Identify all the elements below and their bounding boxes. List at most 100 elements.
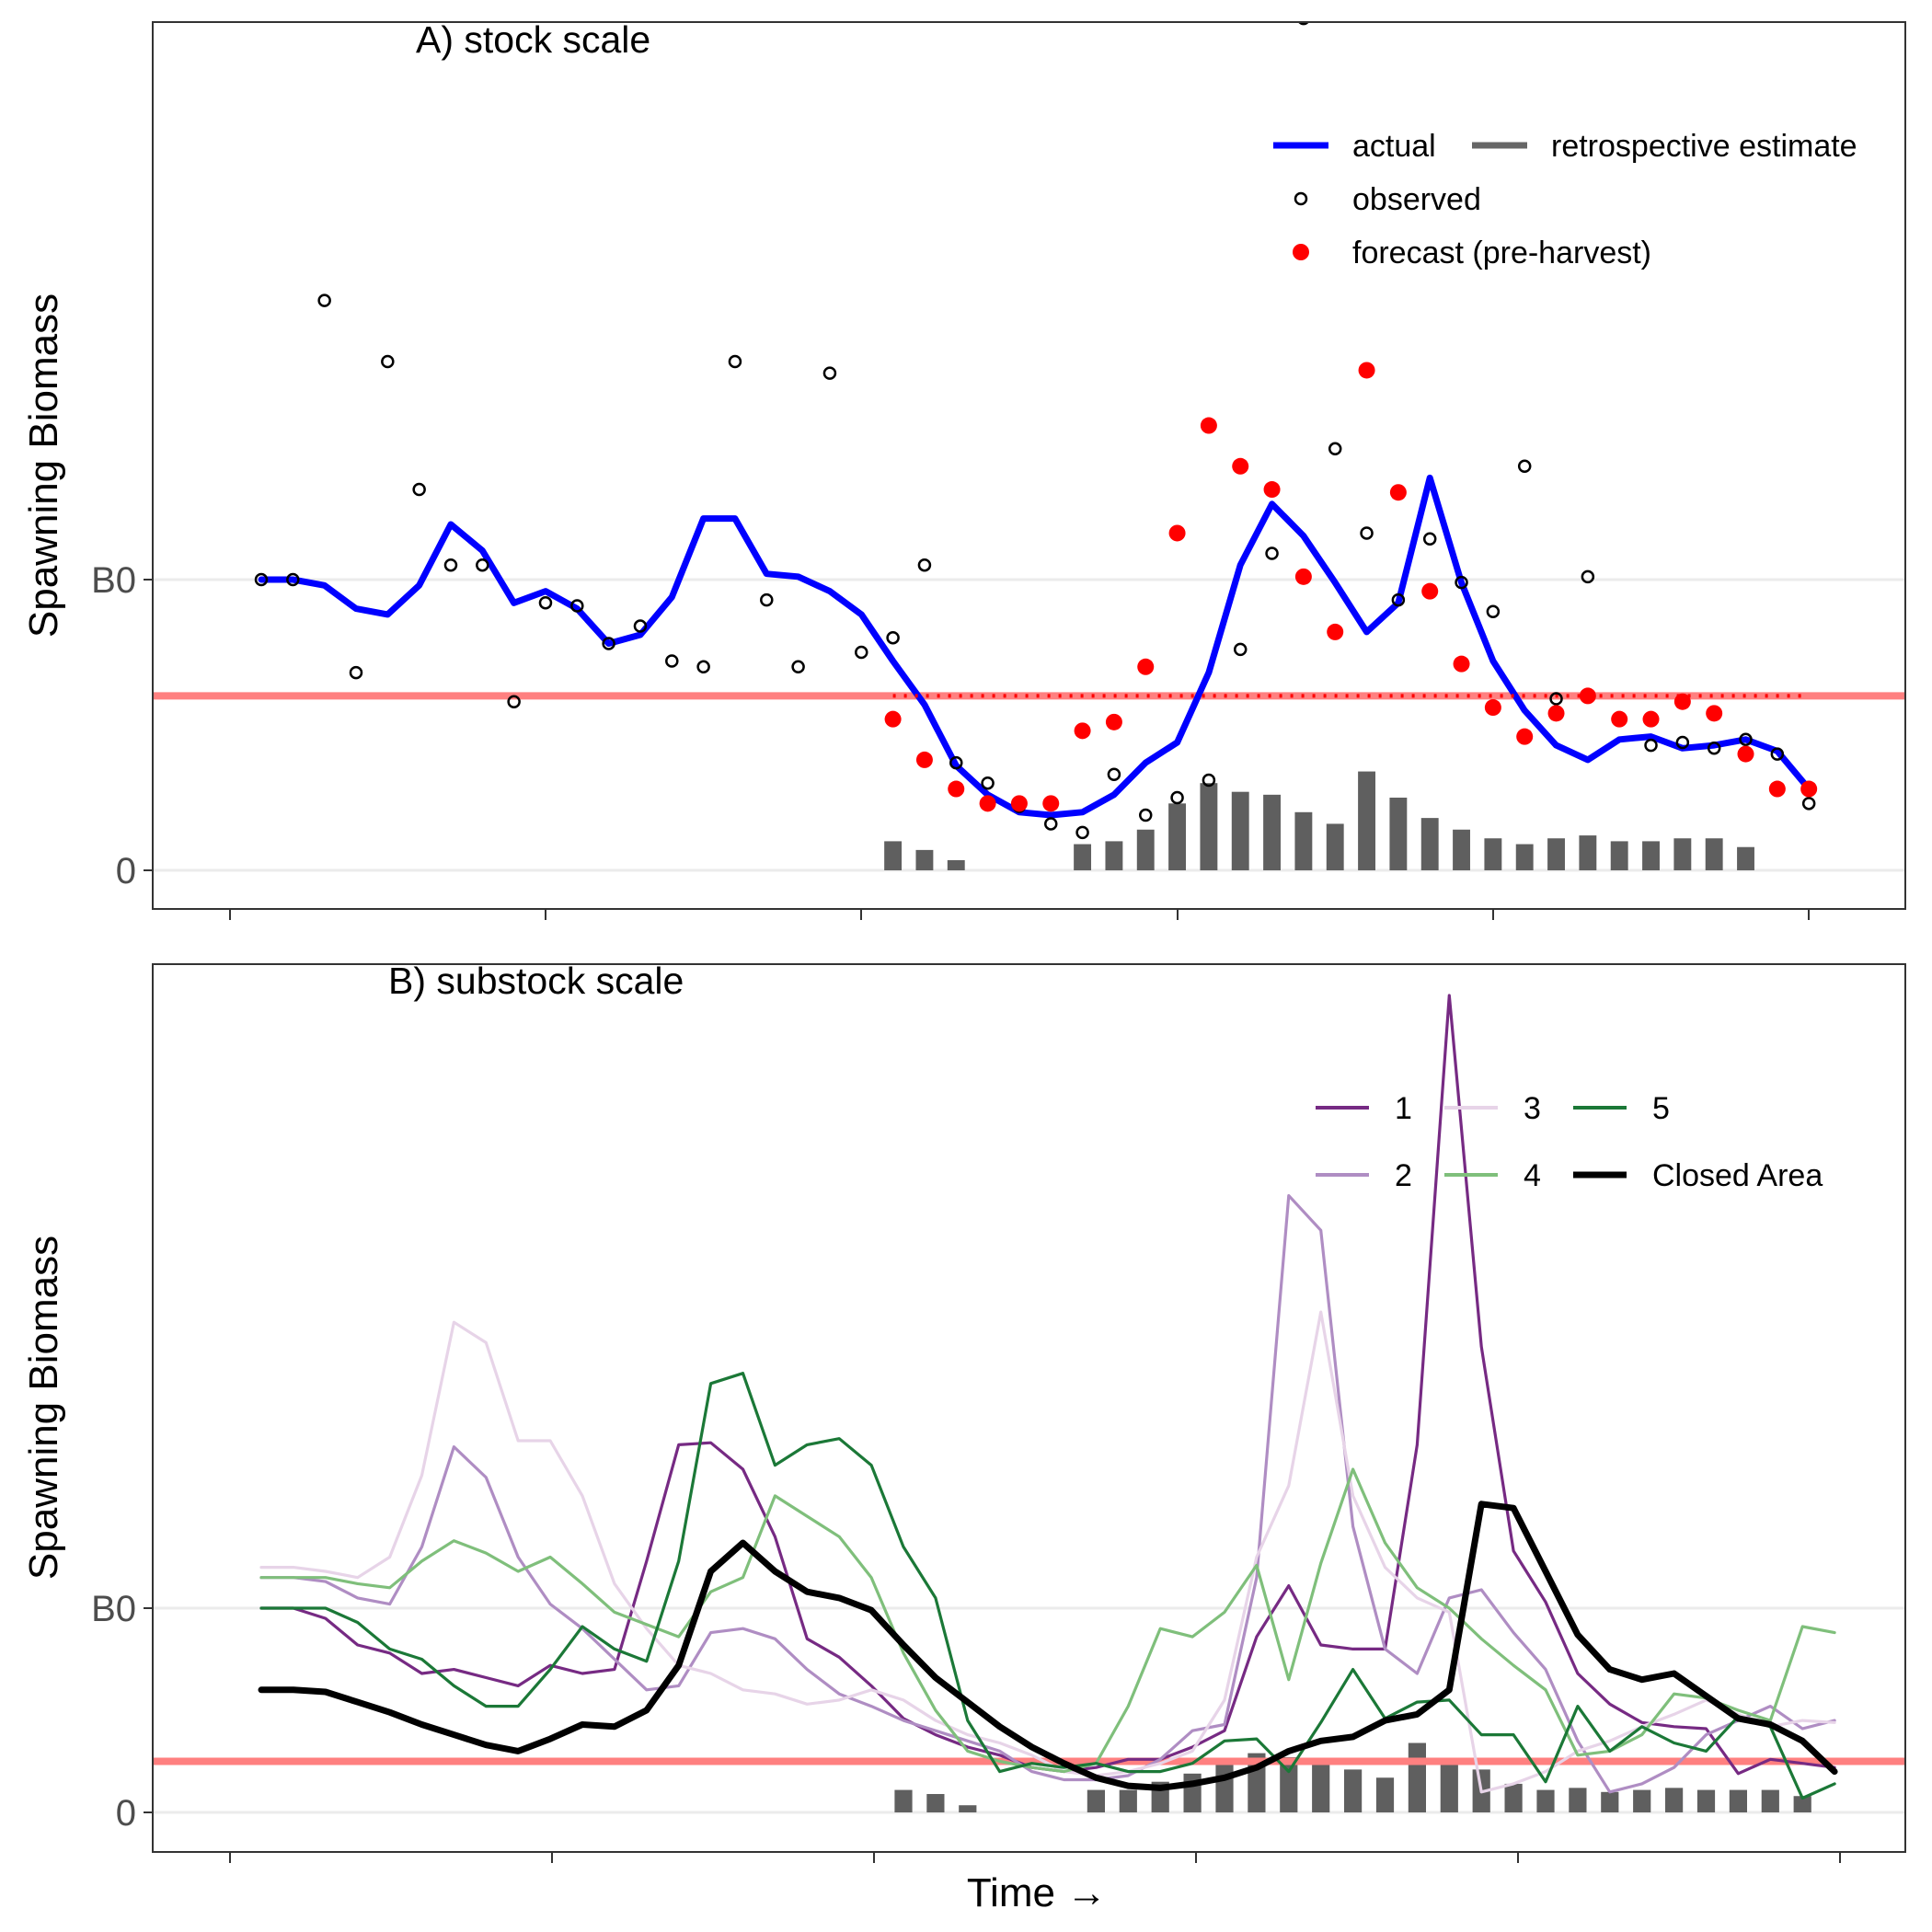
observed-point [1170,790,1184,805]
forecast-point [1042,795,1060,812]
catch-bar [1705,838,1723,870]
observed-point [1770,747,1785,761]
catch-bar [1484,838,1502,870]
forecast-point [1673,693,1691,710]
catch-bar [1105,841,1123,870]
catch-bar [1729,1789,1747,1812]
catch-bar [1215,1763,1234,1812]
forecast-point [1074,722,1091,740]
observed-point [1075,825,1089,840]
observed-point [1107,767,1121,781]
observed-point [1675,735,1690,750]
observed-point [1801,797,1816,811]
forecast-point [979,795,996,812]
forecast-point [1294,568,1312,585]
observed-point [1549,692,1563,706]
catch-bar [1312,1759,1330,1812]
catch-bar [915,849,934,870]
panel-b-ylabel: Spawning Biomass [21,1236,66,1580]
observed-point [443,558,458,572]
legend-label-substock-5: 5 [1652,1091,1670,1126]
catch-bar [1231,791,1249,870]
observed-point [1391,592,1406,607]
forecast-point [1010,795,1028,812]
observed-point [791,660,805,674]
panel-a-series-points [254,22,1818,840]
catch-bar [1453,829,1470,870]
panel-b-legend: 1 2 3 4 5 Closed Area [1316,1091,1823,1193]
forecast-point [1263,481,1281,499]
catch-bar [1579,835,1597,870]
catch-bar [1504,1783,1523,1812]
legend-label-closed-area: Closed Area [1652,1158,1823,1193]
catch-bar [947,859,965,870]
forecast-point [1800,780,1818,798]
observed-point [507,695,521,708]
catch-bar [1168,803,1187,870]
catch-bar [1263,794,1282,870]
observed-point [381,354,395,369]
observed-point [917,558,932,572]
catch-bar [894,1789,913,1812]
observed-point [696,660,710,674]
catch-bar [1793,1796,1811,1812]
legend-key-observed [1294,191,1308,206]
y-tick-label-b0: B0 [91,1589,136,1629]
observed-point [665,654,679,668]
legend-label-retrospective-estimate: retrospective estimate [1551,129,1857,164]
panel-a-title: A) stock scale [416,18,650,61]
catch-bar [1547,838,1565,870]
observed-point [1644,738,1658,753]
catch-bar [959,1805,977,1812]
catch-bar [1440,1759,1458,1812]
observed-point [1422,532,1437,546]
catch-bar [1087,1789,1105,1812]
observed-point [1360,526,1374,540]
catch-bar [1642,841,1660,870]
catch-bar [1136,829,1155,870]
forecast-point [1706,705,1723,722]
panel-a-catch-bars [884,771,1754,870]
catch-bar [1515,844,1534,870]
x-axis-label: Time → [967,1870,1107,1915]
legend-label-substock-2: 2 [1395,1158,1412,1193]
panel-a-stock-scale: 0 B0 A) stock scale Spawning Biomass actu… [21,18,1906,920]
observed-point [886,630,900,645]
observed-point [949,755,963,770]
forecast-point [1737,745,1754,763]
forecast-point [948,780,965,798]
forecast-point [1232,457,1249,475]
forecast-point [1137,658,1155,675]
forecast-point [1105,713,1122,730]
series-substock-4-line [259,1467,1836,1774]
catch-bar [1633,1789,1651,1812]
observed-point [476,558,489,572]
observed-point [1739,732,1753,747]
observed-point [1486,604,1501,619]
observed-point [633,619,648,633]
observed-point [1328,442,1342,456]
series-closed-area-line [258,1501,1838,1791]
panel-a-legend: actual retrospective estimate observed f… [1273,129,1857,270]
observed-point [1517,459,1532,474]
observed-point [538,596,553,610]
observed-point [1581,569,1595,584]
catch-bar [1358,771,1375,870]
observed-point [1707,742,1721,755]
forecast-point [1168,524,1186,542]
observed-point [349,665,363,680]
catch-bar [1074,844,1092,870]
series-substock-5-line [259,1372,1836,1800]
observed-point [570,599,584,613]
catch-bar [884,841,903,870]
forecast-point [1516,728,1534,745]
panel-a-series-lines [258,474,1812,819]
observed-point [254,572,269,587]
legend-label-forecast: forecast (pre-harvest) [1352,236,1651,270]
legend-key-forecast [1293,244,1309,260]
forecast-point [1389,484,1407,501]
observed-point [1202,773,1216,788]
forecast-point [1768,780,1786,798]
